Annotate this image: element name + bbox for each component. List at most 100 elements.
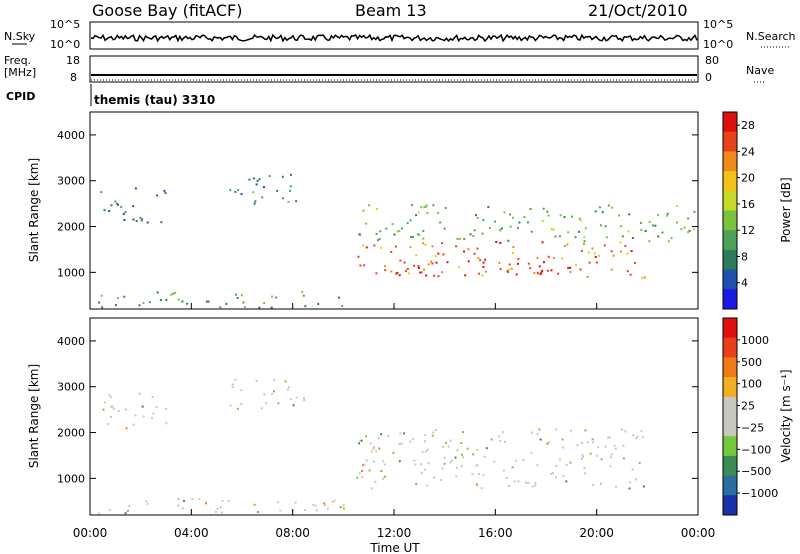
power-cell: [403, 261, 406, 264]
velocity-cell: [580, 457, 583, 460]
power-cell: [437, 211, 440, 214]
power-cell: [432, 204, 435, 207]
power-cell: [591, 247, 594, 250]
power-cell: [537, 272, 539, 275]
power-cell: [644, 230, 647, 232]
power-colorbar-step: [723, 131, 737, 152]
velocity-cell: [433, 476, 435, 479]
velocity-cell: [339, 506, 342, 508]
freq-panel-frame: [89, 55, 699, 83]
velocity-cell: [443, 462, 446, 465]
power-cell: [101, 306, 104, 309]
power-colorbar: 4 8 12 16 20 24 28: [722, 111, 755, 310]
velocity-cell: [482, 474, 485, 477]
power-ytick-label: 4000: [57, 129, 85, 142]
power-cell: [108, 210, 111, 212]
velocity-cell: [460, 464, 463, 467]
power-cell: [676, 221, 678, 224]
power-cell: [98, 301, 101, 304]
power-cell: [648, 220, 651, 223]
power-cell: [605, 236, 608, 239]
power-cell: [434, 255, 437, 258]
power-cell: [550, 228, 553, 231]
velocity-colorbar-step: [723, 377, 737, 398]
power-cell: [253, 202, 256, 205]
power-colorbar-label: 20: [741, 172, 755, 185]
velocity-cell: [565, 480, 568, 483]
power-cell: [469, 233, 472, 236]
power-cell: [612, 254, 615, 257]
power-cell: [580, 249, 583, 252]
power-cell: [458, 266, 461, 269]
power-cell: [425, 204, 428, 207]
velocity-cell: [400, 442, 403, 445]
velocity-cell: [374, 480, 377, 483]
velocity-cell: [373, 460, 375, 463]
power-cell: [583, 236, 586, 239]
velocity-cell: [215, 511, 217, 513]
velocity-cell: [628, 487, 631, 490]
power-cell: [510, 267, 513, 270]
power-cell: [375, 232, 378, 235]
velocity-cell: [331, 500, 334, 503]
power-cell: [620, 225, 623, 228]
power-colorbar-step: [723, 249, 737, 271]
velocity-cell: [427, 462, 430, 465]
velocity-colorbar-label: −100: [741, 443, 771, 456]
power-cell: [242, 301, 245, 304]
power-cell: [529, 267, 532, 270]
power-cell: [114, 304, 117, 307]
power-cell: [181, 300, 184, 303]
velocity-cell: [295, 396, 298, 399]
velocity-cell: [111, 405, 114, 408]
velocity-cell: [440, 479, 442, 481]
velocity-cell: [525, 481, 527, 484]
power-cell: [594, 256, 597, 258]
velocity-cell: [312, 503, 315, 506]
velocity-cell: [117, 410, 120, 413]
velocity-colorbar-step: [723, 495, 737, 516]
velocity-cell: [581, 441, 583, 444]
power-cell: [411, 236, 414, 238]
power-cell: [380, 246, 383, 249]
velocity-cell: [534, 482, 537, 484]
velocity-cell: [146, 502, 149, 505]
power-cell: [302, 294, 305, 297]
power-colorbar-step: [723, 289, 737, 310]
velocity-cell: [369, 442, 372, 445]
power-cell: [693, 228, 695, 231]
velocity-colorbar-step: [723, 318, 737, 339]
velocity-cell: [132, 423, 135, 426]
power-cell: [439, 221, 442, 224]
power-cell: [407, 272, 410, 275]
power-cell: [547, 255, 550, 258]
velocity-cell: [110, 415, 112, 418]
power-cell: [464, 274, 467, 277]
power-cell: [373, 244, 376, 247]
velocity-cell: [294, 501, 297, 504]
velocity-cell: [145, 500, 148, 503]
velocity-cell: [220, 511, 223, 514]
power-cell: [477, 257, 480, 260]
power-cell: [138, 304, 141, 307]
power-cell: [507, 268, 510, 271]
power-cell: [584, 227, 587, 230]
power-cell: [569, 266, 572, 269]
power-cell: [670, 237, 673, 240]
power-cell: [443, 227, 446, 230]
power-cell: [630, 250, 633, 252]
velocity-cell: [635, 437, 638, 440]
power-cell: [375, 272, 378, 275]
velocity-cell: [316, 509, 318, 512]
velocity-cell: [373, 446, 375, 449]
velocity-cell: [271, 393, 273, 395]
noise-tick-top-left: 10^5: [50, 18, 80, 31]
velocity-cell: [622, 457, 625, 460]
velocity-cell: [227, 500, 230, 502]
power-cell: [378, 238, 381, 241]
power-cell: [398, 230, 401, 233]
power-cell: [533, 271, 536, 274]
power-cell: [515, 273, 518, 276]
power-cell: [132, 218, 135, 221]
velocity-ytick-label: 1000: [57, 472, 85, 485]
